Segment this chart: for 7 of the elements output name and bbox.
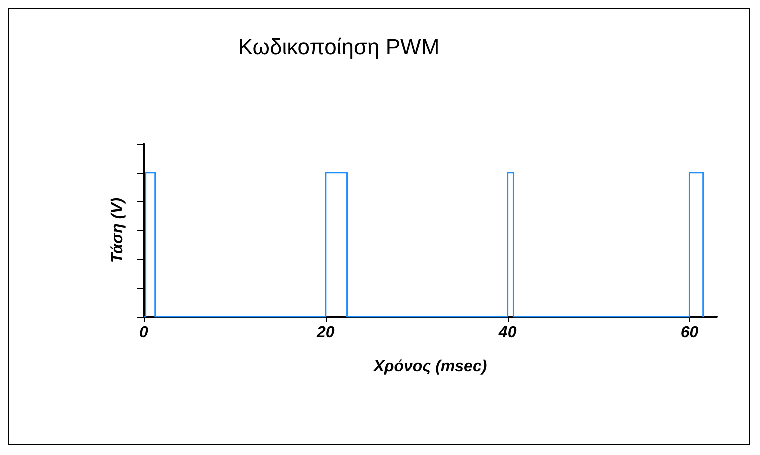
x-tick-label: 60 [680, 324, 699, 342]
chart-title: Κωδικοποίηση PWM [238, 34, 440, 60]
y-axis-title: Τάση (V) [110, 198, 126, 264]
x-axis-title: Χρόνος (msec) [372, 358, 488, 376]
x-tick-label: 20 [316, 324, 335, 342]
x-tick-label: 40 [498, 324, 517, 342]
x-tick-label: 0 [140, 324, 149, 342]
